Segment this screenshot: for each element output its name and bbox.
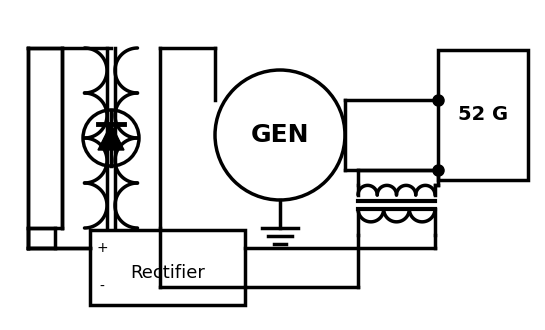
Text: 52 G: 52 G bbox=[458, 106, 508, 124]
Text: Rectifier: Rectifier bbox=[130, 263, 205, 281]
Text: +: + bbox=[96, 241, 108, 255]
Bar bbox=[90, 230, 245, 305]
Polygon shape bbox=[98, 124, 124, 150]
Bar bbox=[438, 50, 528, 180]
Text: GEN: GEN bbox=[251, 123, 309, 147]
Text: -: - bbox=[100, 280, 105, 294]
